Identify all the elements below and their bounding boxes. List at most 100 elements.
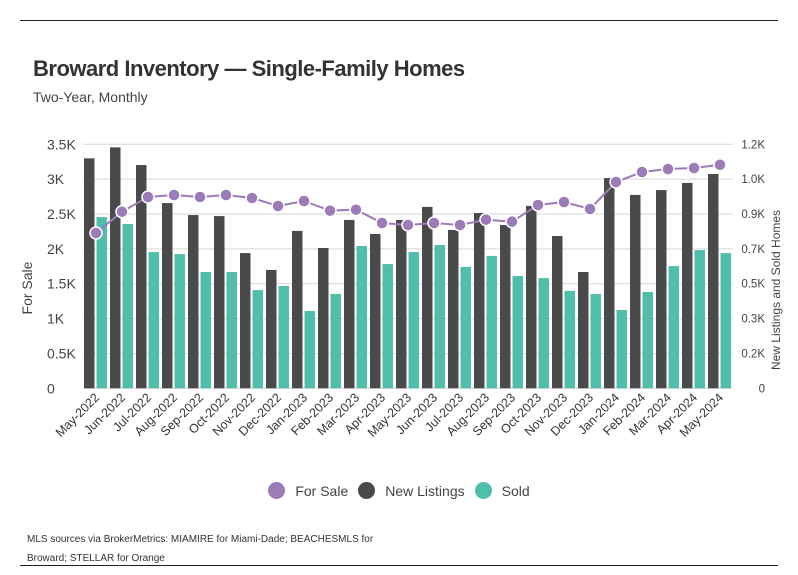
- point-for-sale: [219, 188, 233, 202]
- y-axis-label: For Sale: [19, 261, 35, 314]
- legend-item-new-listings[interactable]: New Listings: [358, 482, 465, 499]
- point-for-sale: [713, 157, 727, 172]
- point-for-sale: [245, 191, 259, 205]
- legend-label: New Listings: [385, 482, 465, 499]
- bar-sold: [720, 253, 731, 389]
- bar-new-listings: [448, 229, 459, 389]
- bar-new-listings: [318, 248, 329, 389]
- y2-axis-label: New Listings and Sold Homes: [769, 210, 783, 370]
- bar-new-listings: [552, 236, 563, 389]
- bar-sold: [252, 290, 263, 389]
- source-note: MLS sources via BrokerMetrics: MIAMIRE f…: [27, 534, 374, 564]
- bar-sold: [278, 286, 289, 389]
- bar-new-listings: [474, 213, 485, 389]
- point-for-sale: [401, 218, 415, 232]
- bar-new-listings: [214, 216, 225, 389]
- chart-subtitle: Two-Year, Monthly: [33, 89, 148, 105]
- bar-new-listings: [708, 173, 719, 389]
- y2-tick-label: 0.9K: [741, 209, 765, 221]
- point-for-sale: [349, 202, 363, 217]
- bar-sold: [174, 254, 185, 389]
- bar-sold: [486, 255, 497, 389]
- bar-sold: [642, 291, 653, 389]
- legend: For Sale New Listings Sold: [0, 482, 798, 499]
- y-tick-label: 0.5K: [47, 345, 76, 361]
- bar-sold: [538, 278, 549, 389]
- bar-new-listings: [422, 206, 433, 389]
- bar-new-listings: [396, 219, 407, 389]
- bar-sold: [226, 271, 237, 389]
- point-for-sale: [89, 226, 103, 240]
- bar-new-listings: [136, 165, 147, 389]
- legend-swatch: [474, 482, 492, 499]
- bar-new-listings: [526, 205, 537, 389]
- bar-sold: [148, 252, 159, 389]
- bar-sold: [694, 250, 705, 389]
- point-for-sale: [297, 194, 311, 208]
- bar-new-listings: [84, 158, 95, 389]
- bar-sold: [564, 290, 575, 389]
- y-tick-label: 1.5K: [47, 276, 76, 292]
- y-tick-label: 0: [47, 380, 55, 396]
- point-for-sale: [687, 161, 701, 175]
- point-for-sale: [479, 212, 493, 227]
- chart-svg: 0 0 0.5K 0.2K 1K 0.3K 1.5K 0.5K 2K 0.7K 2.5K 0.9K 3K…: [19, 136, 783, 439]
- bar-sold: [304, 311, 315, 389]
- point-for-sale: [453, 218, 467, 232]
- bar-sold: [96, 217, 107, 389]
- y2-tick-label: 1.2K: [741, 139, 765, 151]
- y-tick-label: 2K: [47, 241, 65, 257]
- point-for-sale: [609, 175, 623, 189]
- bar-sold: [382, 264, 393, 389]
- bar-sold: [668, 266, 679, 389]
- y2-tick-label: 0.2K: [741, 348, 765, 360]
- point-for-sale: [583, 202, 597, 216]
- point-for-sale: [505, 214, 519, 229]
- y2-tick-label: 1.0K: [741, 174, 765, 186]
- point-for-sale: [375, 216, 389, 230]
- bar-sold: [590, 293, 601, 389]
- bar-sold: [616, 310, 627, 389]
- y-tick-label: 2.5K: [47, 206, 76, 222]
- point-for-sale: [427, 216, 441, 230]
- bottom-rule: [20, 565, 778, 566]
- point-for-sale: [193, 190, 207, 204]
- bar-new-listings: [266, 269, 277, 389]
- point-for-sale: [557, 195, 571, 209]
- chart-title: Broward Inventory — Single-Family Homes: [33, 56, 465, 81]
- point-for-sale: [141, 190, 155, 204]
- bar-sold: [460, 266, 471, 389]
- legend-label: For Sale: [295, 482, 349, 499]
- bar-new-listings: [630, 194, 641, 389]
- y-tick-label: 3.5K: [47, 136, 76, 152]
- legend-item-for-sale[interactable]: For Sale: [268, 482, 348, 499]
- bar-new-listings: [188, 215, 199, 389]
- point-for-sale: [115, 204, 129, 219]
- bar-sold: [408, 252, 419, 389]
- y-tick-label: 1K: [47, 311, 65, 327]
- bar-sold: [122, 224, 133, 389]
- bar-new-listings: [110, 147, 121, 389]
- y2-tick-label: 0.7K: [741, 244, 765, 256]
- y-tick-label: 3K: [47, 171, 65, 187]
- bar-sold: [434, 244, 445, 389]
- bar-new-listings: [370, 233, 381, 389]
- bar-new-listings: [656, 190, 667, 389]
- point-for-sale: [167, 188, 181, 202]
- point-for-sale: [271, 199, 285, 213]
- bar-sold: [330, 293, 341, 389]
- legend-item-sold[interactable]: Sold: [474, 482, 530, 499]
- y2-tick-label: 0: [759, 383, 765, 395]
- y2-tick-label: 0.3K: [741, 314, 765, 326]
- bar-new-listings: [162, 203, 173, 389]
- point-for-sale: [531, 198, 545, 212]
- bar-sold: [200, 271, 211, 389]
- bar-sold: [356, 245, 367, 389]
- bar-new-listings: [500, 225, 511, 389]
- bar-new-listings: [240, 253, 251, 389]
- point-for-sale: [661, 162, 675, 176]
- bar-sold: [512, 276, 523, 389]
- bar-new-listings: [578, 271, 589, 389]
- point-for-sale: [635, 165, 649, 179]
